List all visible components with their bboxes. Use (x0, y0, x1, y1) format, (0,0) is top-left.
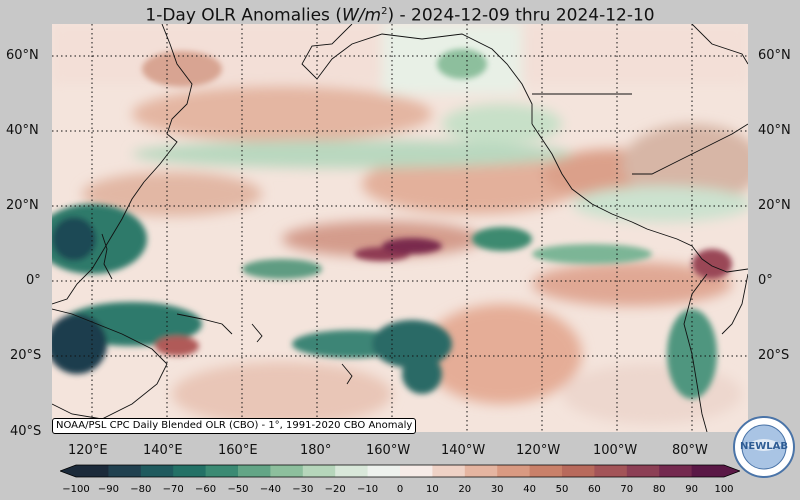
lat-label: 40°N (758, 123, 791, 138)
colorbar-tick-label: 0 (396, 484, 404, 495)
lat-label: 40°N (6, 123, 39, 138)
colorbar-tick-label: −80 (130, 484, 152, 495)
coastlines (52, 24, 748, 432)
lon-label: 160°W (366, 443, 411, 458)
colorbar-segment (659, 465, 693, 477)
colorbar-tick-label: 60 (588, 484, 601, 495)
colorbar-segment (108, 465, 142, 477)
data-source-caption: NOAA/PSL CPC Daily Blended OLR (CBO) - 1… (52, 418, 417, 434)
graticule (52, 24, 748, 432)
colorbar (60, 464, 740, 478)
colorbar-tick-label: −50 (227, 484, 249, 495)
colorbar-segment (464, 465, 498, 477)
colorbar-outline (60, 464, 740, 478)
colorbar-segments (60, 464, 740, 478)
colorbar-segment (270, 465, 304, 477)
colorbar-tick-label: 80 (652, 484, 666, 495)
colorbar-segment (205, 465, 239, 477)
colorbar-tick-label: −100 (62, 484, 90, 495)
colorbar-tick-label: −70 (162, 484, 184, 495)
colorbar-segment (497, 465, 531, 477)
colorbar-tick-label: 100 (714, 484, 734, 495)
colorbar-tick-label: −30 (292, 484, 314, 495)
lat-label: 20°S (10, 348, 42, 363)
title-prefix: 1-Day OLR Anomalies ( (145, 5, 342, 26)
lon-label: 160°E (218, 443, 258, 458)
lon-label: 120°W (516, 443, 561, 458)
colorbar-segment (529, 465, 563, 477)
colorbar-tick-label: −40 (259, 484, 281, 495)
colorbar-tick-label: −60 (195, 484, 217, 495)
lon-label: 100°W (593, 443, 638, 458)
colorbar-segment (432, 465, 466, 477)
logo-text: NEWLAB (740, 441, 788, 452)
colorbar-segment (367, 465, 401, 477)
colorbar-tick-label: 50 (555, 484, 569, 495)
lon-label: 120°E (68, 443, 108, 458)
lon-label: 180° (300, 443, 332, 458)
psl-logo: NEWLAB (733, 416, 795, 478)
colorbar-segment (400, 465, 433, 477)
map-panel (52, 24, 748, 432)
colorbar-segment (594, 465, 628, 477)
lon-label: 140°W (441, 443, 486, 458)
lat-label: 20°S (758, 348, 790, 363)
lat-label: 60°N (6, 48, 39, 63)
colorbar-segment (626, 465, 660, 477)
title-suffix: ) - 2024-12-09 thru 2024-12-10 (387, 5, 655, 26)
lat-label: 20°N (6, 198, 39, 213)
colorbar-segment (691, 465, 725, 477)
colorbar-tick-label: −20 (324, 484, 346, 495)
colorbar-tick-label: 40 (523, 484, 536, 495)
colorbar-tick-label: 20 (458, 484, 472, 495)
colorbar-segment (302, 465, 336, 477)
colorbar-segment (173, 465, 207, 477)
colorbar-segment (562, 465, 595, 477)
colorbar-segment (335, 465, 369, 477)
colorbar-tick-label: 30 (490, 484, 504, 495)
colorbar-tick-label: −10 (357, 484, 379, 495)
lon-label: 140°E (143, 443, 183, 458)
colorbar-tick-label: 90 (685, 484, 698, 495)
lat-label: 60°N (758, 48, 791, 63)
olr-anomaly-map (52, 24, 748, 432)
colorbar-segment (238, 465, 271, 477)
lat-label: 20°N (758, 198, 791, 213)
lat-label: 0° (26, 273, 41, 288)
colorbar-tick-label: −90 (97, 484, 119, 495)
title-unit-exponent: 2 (381, 6, 388, 17)
colorbar-extend-left (60, 465, 76, 477)
anomaly-field (52, 24, 748, 426)
colorbar-segment (76, 465, 109, 477)
title-unit-base: W/m (341, 5, 382, 26)
lat-label: 0° (758, 273, 773, 288)
lat-label: 40°S (10, 424, 42, 439)
colorbar-tick-label: 70 (620, 484, 634, 495)
colorbar-extend-right (724, 465, 740, 477)
map-title: 1-Day OLR Anomalies (W/m2) - 2024-12-09 … (0, 0, 800, 26)
colorbar-tick-label: 10 (426, 484, 439, 495)
colorbar-segment (140, 465, 174, 477)
lon-label: 80°W (672, 443, 708, 458)
